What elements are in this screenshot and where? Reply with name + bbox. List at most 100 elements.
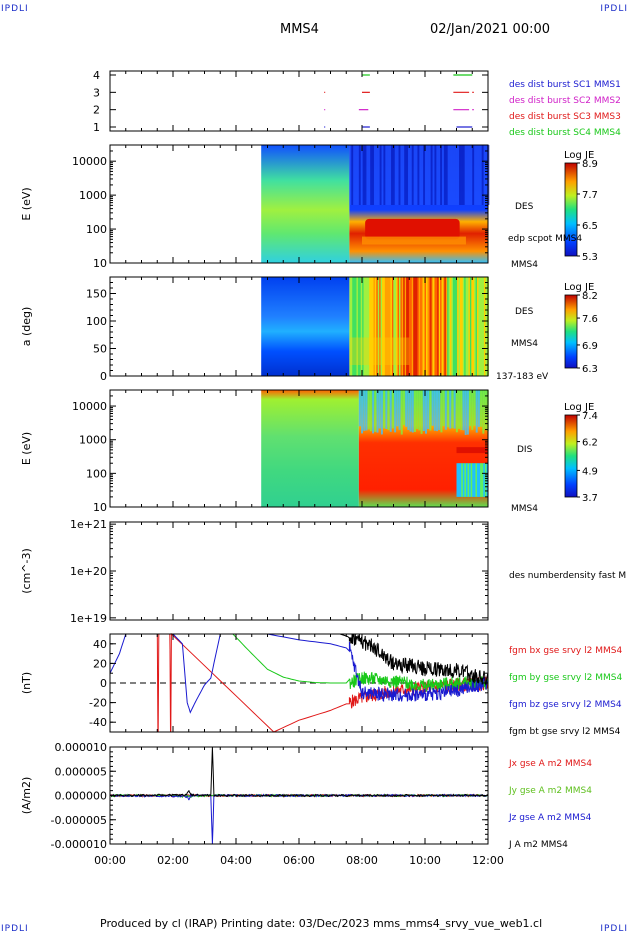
des-energy-column bbox=[368, 145, 371, 205]
des-pa-column bbox=[372, 277, 375, 376]
des-energy-right-label-3: MMS4 bbox=[511, 260, 538, 270]
des-pa-column bbox=[481, 277, 484, 376]
des-energy-column bbox=[432, 145, 435, 205]
y-tick-label-current: 0.000010 bbox=[55, 741, 108, 754]
des-energy-column bbox=[381, 145, 384, 205]
colorbar-tick-label-des-energy: 6.5 bbox=[582, 221, 598, 232]
dis-energy-column bbox=[464, 463, 467, 497]
x-tick-label: 08:00 bbox=[346, 854, 378, 867]
y-tick-label-bfield: -40 bbox=[89, 716, 107, 729]
dis-energy-column bbox=[453, 390, 456, 429]
des-energy-column bbox=[362, 145, 365, 205]
dis-energy-column bbox=[451, 390, 454, 429]
des-energy-column bbox=[366, 145, 369, 205]
des-pa-column bbox=[403, 277, 406, 376]
dis-energy-column bbox=[431, 390, 434, 426]
des-energy-column bbox=[383, 145, 386, 205]
des-pa-column bbox=[448, 277, 451, 376]
y-tick-label-current: 0.000005 bbox=[55, 765, 108, 778]
des-pa-column bbox=[391, 277, 394, 376]
dis-energy-column bbox=[396, 390, 399, 427]
dis-energy-column bbox=[469, 390, 472, 426]
des-pa-column bbox=[417, 277, 420, 376]
y-tick-label-bfield: -20 bbox=[89, 697, 107, 710]
y-tick-label-density: 1e+20 bbox=[70, 565, 107, 578]
des-pa-right-label-2: MMS4 bbox=[511, 339, 538, 349]
des-pa-column bbox=[380, 277, 383, 376]
des-pa-column bbox=[421, 277, 424, 376]
des-energy-column bbox=[423, 145, 426, 205]
des-energy-column bbox=[459, 145, 462, 205]
dis-energy-column bbox=[413, 390, 416, 432]
dis-energy-column bbox=[367, 390, 370, 430]
y-tick-label-des-pa: 150 bbox=[86, 288, 107, 301]
dis-energy-column bbox=[394, 390, 397, 433]
des-pa-column bbox=[362, 277, 365, 376]
current-legend-2: Jy gse A m2 MMS4 bbox=[508, 786, 592, 796]
des-pa-column bbox=[366, 277, 369, 376]
des-energy-column bbox=[462, 145, 465, 205]
des-pa-column bbox=[431, 277, 434, 376]
y-tick-label-des-pa: 100 bbox=[86, 315, 107, 328]
y-axis-label-bfield: (nT) bbox=[20, 672, 33, 694]
dis-energy-column bbox=[380, 390, 383, 435]
des-energy-column bbox=[479, 145, 482, 205]
des-pa-column bbox=[408, 277, 411, 376]
bfield-legend-3: fgm bz gse srvy l2 MMS4 bbox=[509, 700, 622, 710]
des-energy-right-label: DES bbox=[515, 202, 534, 212]
dis-energy-column bbox=[456, 463, 459, 497]
y-tick-label-current: -0.000010 bbox=[51, 838, 107, 851]
des-pa-column bbox=[444, 277, 447, 376]
bfield-series-3 bbox=[109, 633, 489, 714]
des-energy-column bbox=[385, 145, 388, 205]
des-energy-column bbox=[474, 145, 477, 205]
dis-energy-column bbox=[369, 390, 372, 432]
des-pa-column bbox=[474, 277, 477, 376]
dis-energy-column bbox=[466, 390, 469, 435]
dis-energy-column bbox=[391, 390, 394, 429]
des-pa-column bbox=[393, 277, 396, 376]
dis-energy-column bbox=[486, 463, 489, 497]
y-tick-label-current: -0.000005 bbox=[51, 814, 107, 827]
bfield-legend-2: fgm by gse srvy l2 MMS4 bbox=[509, 673, 622, 683]
y-tick-label-des-pa: 50 bbox=[93, 343, 107, 356]
y-tick-label-density: 1e+19 bbox=[70, 612, 107, 625]
dis-energy-column bbox=[455, 390, 458, 433]
des-pa-column bbox=[416, 277, 419, 376]
plot-date: 02/Jan/2021 00:00 bbox=[430, 22, 551, 37]
des-pa-column bbox=[433, 277, 436, 376]
y-tick-label-bfield: 0 bbox=[100, 677, 107, 690]
des-pa-column bbox=[465, 277, 468, 376]
des-energy-column bbox=[355, 145, 358, 205]
y-axis-label-dis-energy: E (eV) bbox=[20, 432, 33, 465]
dis-energy-column bbox=[402, 390, 405, 426]
des-energy-column bbox=[436, 145, 439, 205]
des-pa-column bbox=[384, 277, 387, 376]
dis-energy-column bbox=[411, 390, 414, 433]
density-legend: des numberdensity fast M bbox=[509, 571, 626, 581]
des-energy-column bbox=[443, 145, 446, 205]
des-pa-right-label-3: 137-183 eV bbox=[496, 372, 549, 382]
colorbar-tick-label-dis-energy: 7.4 bbox=[582, 411, 598, 422]
dis-energy-column bbox=[461, 463, 464, 497]
bfield-legend-4: fgm bt gse srvy l2 MMS4 bbox=[509, 727, 621, 737]
des-energy-column bbox=[353, 145, 356, 205]
current-legend-3: Jz gse A m2 MMS4 bbox=[508, 813, 592, 823]
des-energy-column bbox=[445, 145, 448, 205]
des-pa-column bbox=[411, 277, 414, 376]
des-pa-column bbox=[430, 277, 433, 376]
des-energy-column bbox=[453, 145, 456, 205]
des-energy-column bbox=[417, 145, 420, 205]
dis-energy-column bbox=[484, 463, 487, 497]
dis-energy-column bbox=[422, 390, 425, 431]
des-pa-column bbox=[428, 277, 431, 376]
des-pa-column bbox=[360, 277, 363, 376]
des-energy-column bbox=[360, 145, 363, 205]
dis-energy-column bbox=[363, 390, 366, 431]
des-pa-column bbox=[418, 277, 421, 376]
x-tick-label: 04:00 bbox=[220, 854, 252, 867]
x-tick-label: 06:00 bbox=[283, 854, 315, 867]
des-pa-column bbox=[353, 277, 356, 376]
des-energy-column bbox=[464, 145, 467, 205]
dis-energy-column bbox=[476, 463, 479, 497]
